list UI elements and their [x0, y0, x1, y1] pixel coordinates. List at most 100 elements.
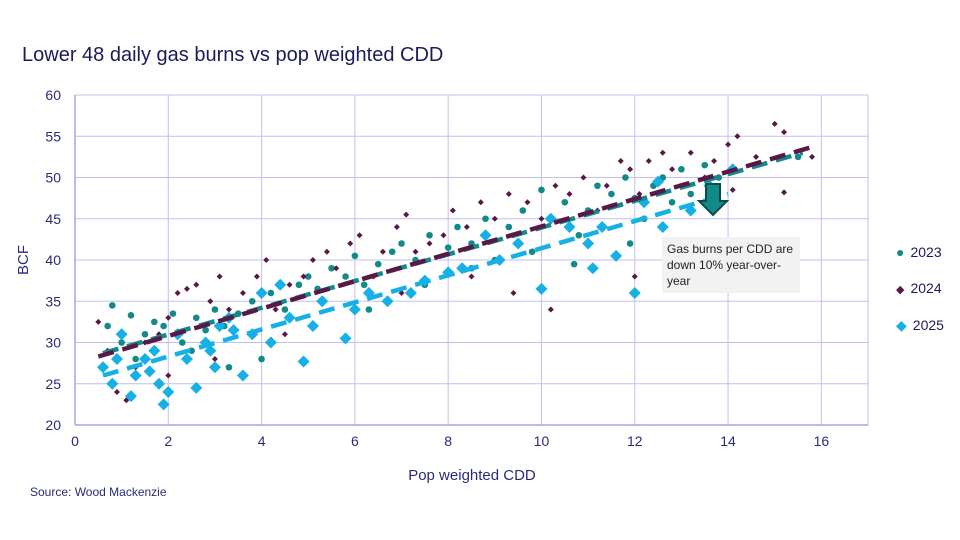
point-2025 — [582, 237, 595, 250]
point-2024 — [356, 232, 363, 239]
point-2023 — [127, 311, 135, 319]
point-2024 — [603, 182, 610, 189]
point-2025 — [143, 365, 156, 378]
point-2024 — [300, 273, 307, 280]
point-2024 — [272, 306, 279, 313]
y-tick-label: 35 — [45, 293, 61, 309]
diamond-marker-icon: ◆ — [896, 317, 907, 333]
point-2023 — [281, 306, 289, 313]
point-2024 — [449, 207, 456, 214]
point-2023 — [575, 231, 583, 239]
point-2023 — [258, 355, 265, 363]
x-tick-label: 10 — [534, 433, 550, 449]
point-2024 — [193, 281, 200, 288]
point-2025 — [180, 353, 193, 365]
point-2023 — [561, 198, 569, 206]
diamond-marker-icon: ◆ — [896, 284, 905, 296]
point-2025 — [535, 282, 548, 295]
y-tick-label: 60 — [45, 87, 61, 103]
point-2025 — [404, 287, 417, 299]
point-2023 — [202, 326, 209, 334]
point-2024 — [627, 166, 634, 173]
point-2023 — [351, 252, 359, 260]
point-2025 — [297, 355, 310, 368]
point-2024 — [207, 298, 214, 305]
point-2024 — [809, 153, 816, 160]
point-2024 — [771, 120, 778, 127]
legend-2023: ● 2023 — [896, 244, 942, 260]
point-2024 — [631, 273, 638, 280]
point-2025 — [512, 237, 525, 250]
point-2025 — [213, 320, 226, 332]
point-2024 — [566, 191, 573, 197]
point-2023 — [482, 215, 489, 223]
point-2024 — [174, 290, 181, 296]
point-2024 — [263, 257, 270, 263]
point-2024 — [379, 248, 386, 255]
point-2023 — [678, 165, 685, 173]
point-2023 — [160, 322, 167, 330]
point-2023 — [454, 223, 461, 231]
point-2023 — [687, 190, 695, 198]
point-2025 — [129, 369, 142, 382]
point-2024 — [216, 273, 223, 280]
point-2023 — [594, 182, 601, 190]
point-2024 — [225, 306, 232, 313]
point-2025 — [227, 324, 240, 337]
point-2024 — [286, 281, 293, 288]
point-2025 — [656, 221, 669, 233]
point-2024 — [491, 215, 498, 222]
point-2024 — [547, 306, 554, 313]
point-2025 — [316, 295, 329, 308]
point-2025 — [115, 328, 128, 341]
point-2024 — [781, 129, 788, 136]
point-2024 — [239, 290, 246, 296]
point-2025 — [190, 381, 203, 394]
point-2024 — [477, 199, 484, 206]
x-tick-label: 0 — [71, 433, 79, 449]
y-tick-label: 50 — [45, 170, 61, 186]
point-2024 — [440, 232, 447, 239]
x-tick-label: 6 — [351, 433, 359, 449]
x-tick-label: 12 — [627, 433, 643, 449]
point-2024 — [412, 248, 419, 255]
point-2023 — [304, 273, 312, 280]
point-2025 — [106, 377, 119, 390]
point-2023 — [267, 289, 275, 297]
point-2024 — [711, 158, 718, 164]
point-2025 — [563, 221, 576, 233]
point-2024 — [309, 257, 316, 263]
point-2024 — [403, 211, 410, 218]
point-2024 — [333, 265, 340, 272]
y-tick-label: 55 — [45, 128, 61, 144]
y-tick-label: 30 — [45, 335, 61, 351]
point-2025 — [596, 221, 609, 233]
point-2025 — [157, 398, 170, 411]
point-2023 — [622, 174, 629, 181]
point-2023 — [109, 302, 116, 309]
point-2023 — [505, 223, 513, 231]
point-2024 — [281, 331, 288, 338]
point-2025 — [208, 361, 221, 374]
point-2024 — [510, 290, 517, 296]
source-note: Source: Wood Mackenzie — [30, 485, 167, 499]
y-tick-label: 45 — [45, 211, 61, 227]
point-2024 — [323, 248, 330, 255]
point-2023 — [118, 339, 125, 346]
point-2023 — [668, 198, 676, 206]
point-2023 — [528, 248, 536, 256]
point-2024 — [645, 158, 652, 164]
point-2023 — [794, 153, 802, 161]
point-2023 — [365, 306, 373, 313]
point-2025 — [255, 287, 268, 299]
point-2025 — [152, 377, 165, 390]
point-2024 — [183, 285, 190, 292]
point-2024 — [659, 149, 666, 156]
point-2024 — [617, 158, 624, 164]
point-2025 — [628, 287, 641, 299]
point-2024 — [753, 153, 760, 160]
y-tick-label: 25 — [45, 376, 61, 392]
point-2025 — [96, 361, 109, 374]
point-2024 — [725, 141, 732, 148]
